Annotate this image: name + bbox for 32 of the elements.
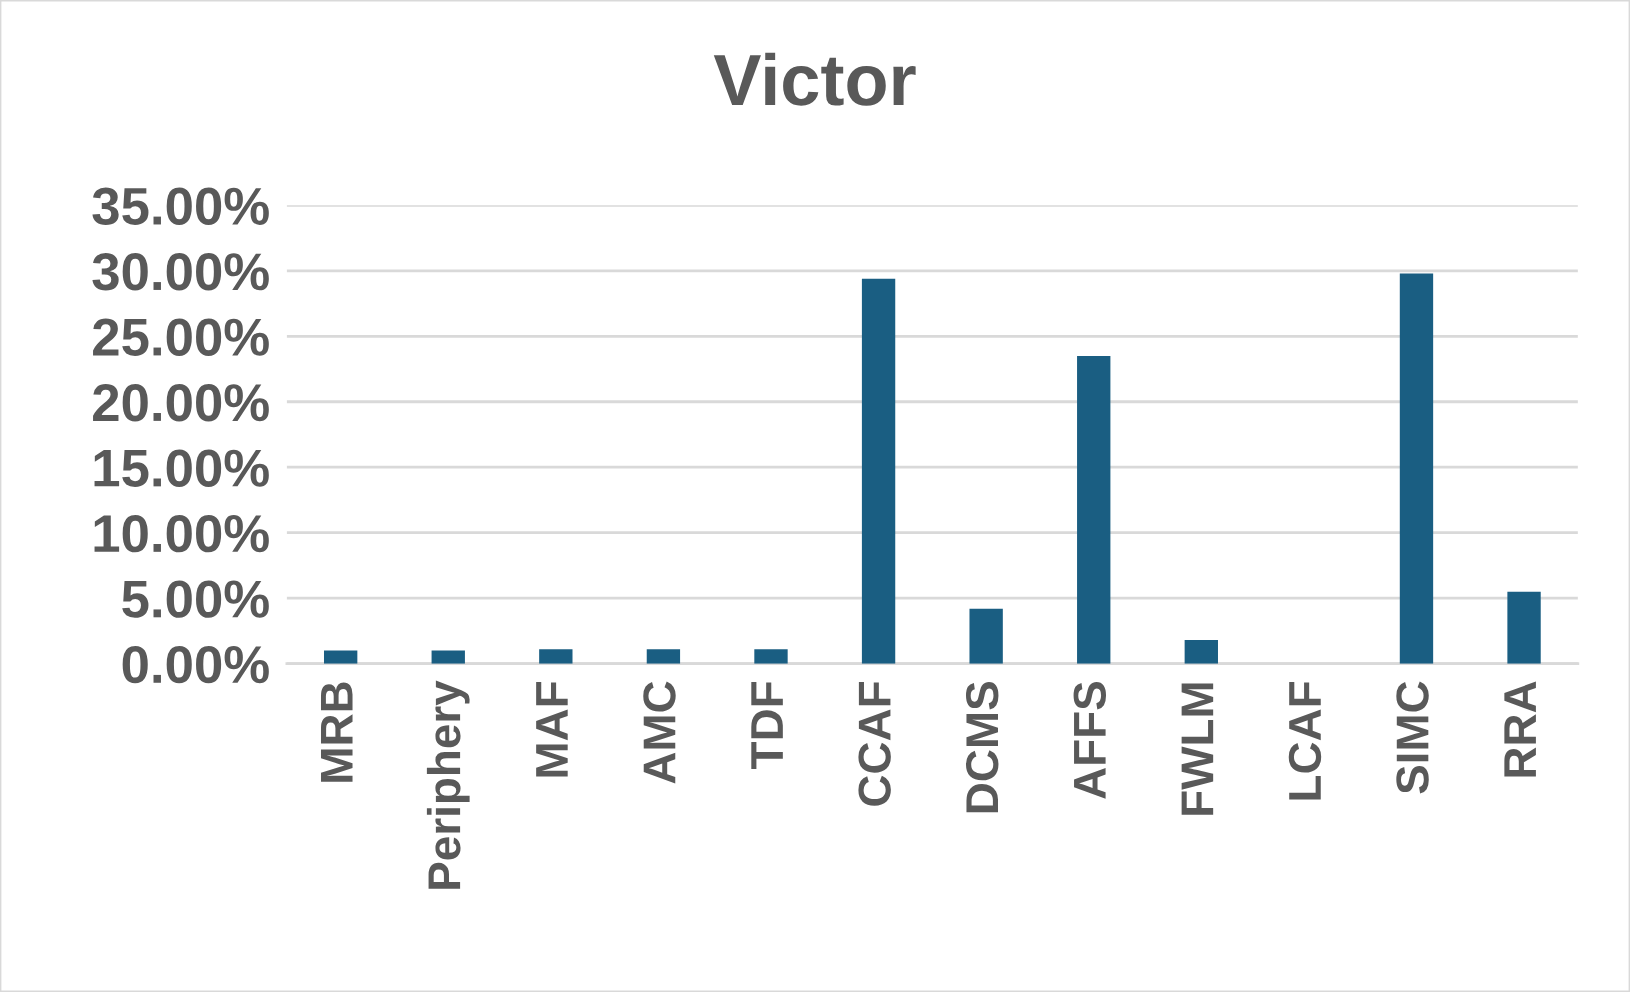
bar xyxy=(324,650,358,664)
y-tick-label: 0.00% xyxy=(122,645,269,684)
y-tick-label: 10.00% xyxy=(94,514,269,553)
x-tick-label: FWLM xyxy=(1181,683,1214,815)
bar xyxy=(646,649,681,664)
chart-title: Victor xyxy=(713,52,916,106)
x-tick-label: CCAF xyxy=(858,681,891,806)
bar xyxy=(1077,355,1111,664)
x-tick-label: RRA xyxy=(1504,681,1536,777)
x-tick-label: DCMS xyxy=(966,682,999,813)
x-tick-label: MRB xyxy=(320,682,353,782)
x-tick-label: AMC xyxy=(643,681,676,784)
bar xyxy=(431,650,465,664)
x-tick-label: LCAF xyxy=(1288,681,1322,800)
y-tick-label: 25.00% xyxy=(93,318,269,356)
x-tick-label: Periphery xyxy=(426,680,470,889)
y-tick-label: 35.00% xyxy=(92,187,269,226)
y-tick-label: 20.00% xyxy=(93,384,269,422)
x-tick-label: SIMC xyxy=(1396,681,1429,794)
bar xyxy=(1399,273,1434,664)
x-tick-label: TDF xyxy=(751,681,783,769)
x-tick-label: AFFS xyxy=(1073,682,1107,799)
y-tick-label: 5.00% xyxy=(122,580,269,618)
x-tick-label: MAF xyxy=(536,681,568,777)
bar xyxy=(1507,591,1541,664)
y-tick-label: 30.00% xyxy=(92,253,269,291)
bar xyxy=(1184,640,1218,664)
bar xyxy=(754,649,788,664)
bar xyxy=(539,649,573,664)
y-tick-label: 15.00% xyxy=(94,449,269,487)
bar xyxy=(969,608,1003,664)
bar xyxy=(861,278,896,664)
